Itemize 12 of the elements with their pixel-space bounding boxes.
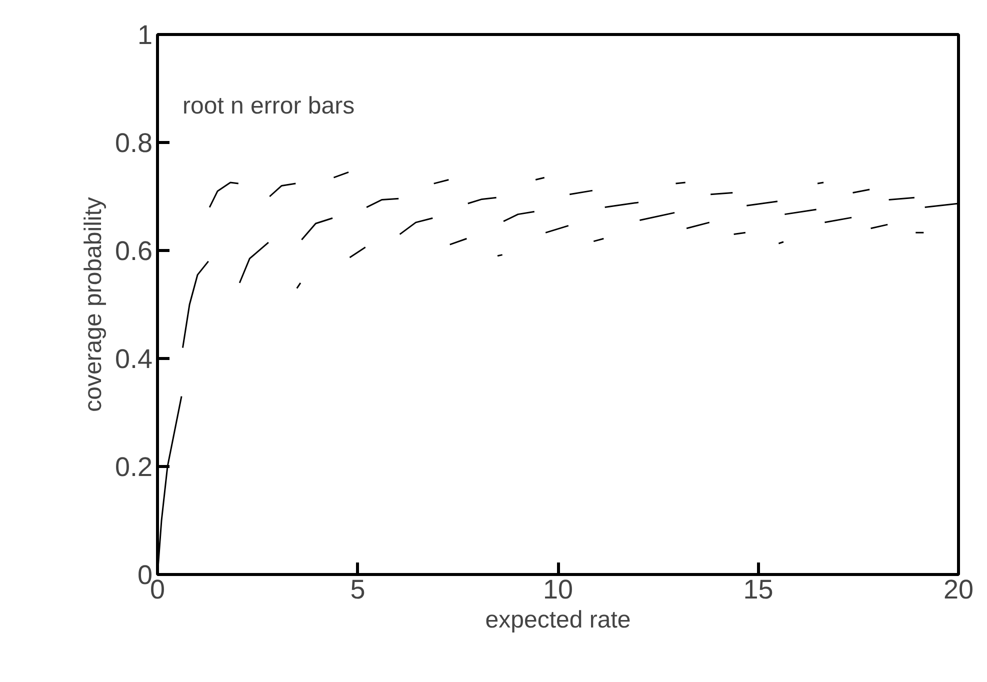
x-tick-label: 20: [943, 574, 974, 604]
x-axis-title: expected rate: [485, 606, 631, 634]
x-tick-label: 15: [743, 574, 774, 604]
y-tick-label: 0.8: [114, 128, 153, 158]
x-tick-label: 10: [542, 574, 574, 604]
y-tick-label: 0.4: [114, 344, 153, 374]
x-tick-label: 5: [350, 574, 366, 604]
y-tick-label: 0.6: [114, 236, 153, 266]
annotation: root n error bars: [182, 92, 355, 120]
y-tick-label: 0.2: [114, 452, 153, 482]
y-tick-label: 1: [137, 20, 153, 50]
y-axis-title: coverage probability: [80, 197, 107, 412]
